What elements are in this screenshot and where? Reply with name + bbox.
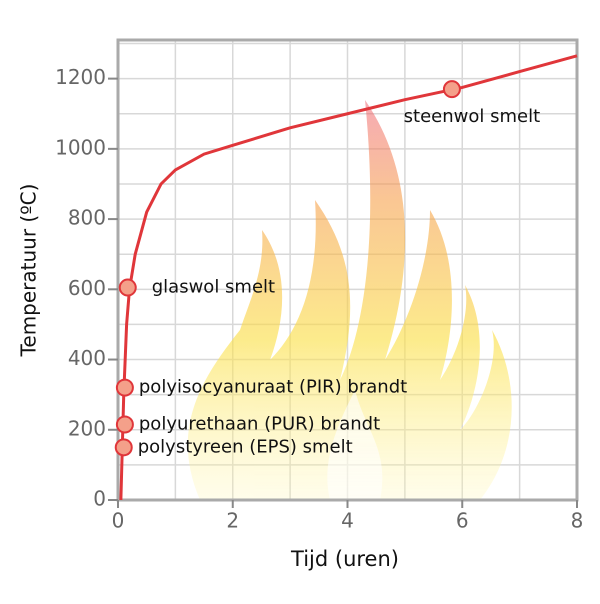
flame-core [327,390,383,500]
marker [442,80,461,99]
marker [115,415,134,434]
x-tick-label: 0 [112,509,125,533]
marker [114,438,133,457]
y-tick-label: 0 [93,487,106,511]
y-tick-label: 800 [68,206,106,230]
annotation: polyisocyanuraat (PIR) brandt [139,377,407,398]
y-tick-label: 400 [68,346,106,370]
annotation: polystyreen (EPS) smelt [138,436,353,457]
temperature-line [119,54,578,501]
x-axis-label: Tijd (uren) [290,547,399,571]
y-tick-label: 1200 [55,65,106,89]
y-axis-label: Temperatuur (ºC) [17,184,41,358]
y-tick-label: 200 [68,416,106,440]
x-tick-label: 2 [226,509,239,533]
x-tick-label: 4 [341,509,354,533]
x-tick-label: 8 [571,509,584,533]
marker [115,378,134,397]
flames [187,100,512,500]
marker [118,278,137,297]
annotation: steenwol smelt [404,106,541,127]
y-tick-label: 1000 [55,135,106,159]
x-tick-label: 6 [456,509,469,533]
flame [187,100,512,500]
y-tick-label: 600 [68,276,106,300]
annotation: glaswol smelt [152,277,275,298]
annotation: polyurethaan (PUR) brandt [139,414,380,435]
